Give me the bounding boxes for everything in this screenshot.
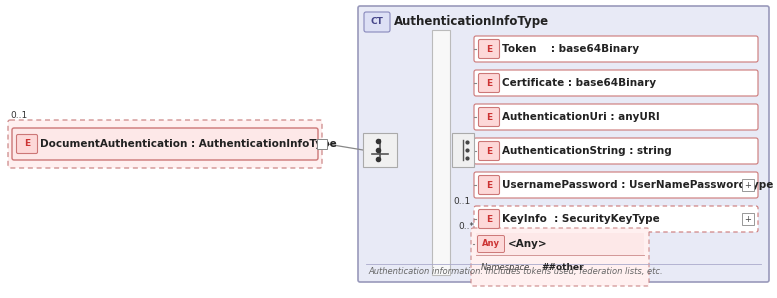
Text: CT: CT bbox=[371, 18, 383, 27]
Text: E: E bbox=[24, 139, 30, 148]
Bar bbox=[452, 133, 474, 167]
FancyBboxPatch shape bbox=[479, 209, 500, 229]
FancyBboxPatch shape bbox=[479, 74, 500, 92]
FancyBboxPatch shape bbox=[471, 228, 649, 286]
Text: AuthenticationString : string: AuthenticationString : string bbox=[502, 146, 672, 156]
Text: Authentication information. Includes tokens used, federation lists, etc.: Authentication information. Includes tok… bbox=[368, 267, 663, 276]
FancyBboxPatch shape bbox=[474, 138, 758, 164]
FancyBboxPatch shape bbox=[16, 134, 37, 153]
Text: AuthenticationInfoType: AuthenticationInfoType bbox=[394, 15, 549, 29]
Text: E: E bbox=[486, 44, 492, 54]
Bar bbox=[742, 213, 754, 225]
FancyBboxPatch shape bbox=[474, 172, 758, 198]
Text: E: E bbox=[486, 147, 492, 156]
Text: AuthenticationUri : anyURI: AuthenticationUri : anyURI bbox=[502, 112, 660, 122]
FancyBboxPatch shape bbox=[364, 12, 390, 32]
Text: UsernamePassword : UserNamePasswordType: UsernamePassword : UserNamePasswordType bbox=[502, 180, 773, 190]
Text: 0..*: 0..* bbox=[458, 222, 474, 231]
Bar bbox=[363, 133, 397, 167]
Text: Namespace: Namespace bbox=[481, 263, 530, 272]
FancyBboxPatch shape bbox=[474, 104, 758, 130]
Text: Any: Any bbox=[482, 240, 500, 249]
Text: E: E bbox=[486, 215, 492, 224]
Text: ##other: ##other bbox=[541, 263, 584, 272]
Bar bbox=[742, 179, 754, 191]
Bar bbox=[476, 233, 644, 255]
Bar bbox=[432, 30, 450, 275]
Bar bbox=[317, 139, 327, 149]
Text: +: + bbox=[744, 215, 751, 224]
Text: 0..1: 0..1 bbox=[454, 197, 471, 206]
FancyBboxPatch shape bbox=[478, 235, 504, 252]
Text: +: + bbox=[744, 181, 751, 190]
Text: DocumentAuthentication : AuthenticationInfoType: DocumentAuthentication : AuthenticationI… bbox=[40, 139, 336, 149]
FancyBboxPatch shape bbox=[474, 36, 758, 62]
Text: 0..1: 0..1 bbox=[10, 111, 27, 120]
FancyBboxPatch shape bbox=[358, 6, 769, 282]
Text: Certificate : base64Binary: Certificate : base64Binary bbox=[502, 78, 656, 88]
FancyBboxPatch shape bbox=[479, 142, 500, 161]
FancyBboxPatch shape bbox=[479, 176, 500, 195]
FancyBboxPatch shape bbox=[474, 206, 758, 232]
Text: KeyInfo  : SecurityKeyType: KeyInfo : SecurityKeyType bbox=[502, 214, 660, 224]
Text: E: E bbox=[486, 181, 492, 190]
Text: Token    : base64Binary: Token : base64Binary bbox=[502, 44, 639, 54]
FancyBboxPatch shape bbox=[12, 128, 318, 160]
FancyBboxPatch shape bbox=[479, 40, 500, 58]
FancyBboxPatch shape bbox=[479, 108, 500, 126]
FancyBboxPatch shape bbox=[8, 120, 322, 168]
FancyBboxPatch shape bbox=[474, 70, 758, 96]
Text: E: E bbox=[486, 113, 492, 122]
Text: <Any>: <Any> bbox=[508, 239, 548, 249]
Text: E: E bbox=[486, 78, 492, 88]
